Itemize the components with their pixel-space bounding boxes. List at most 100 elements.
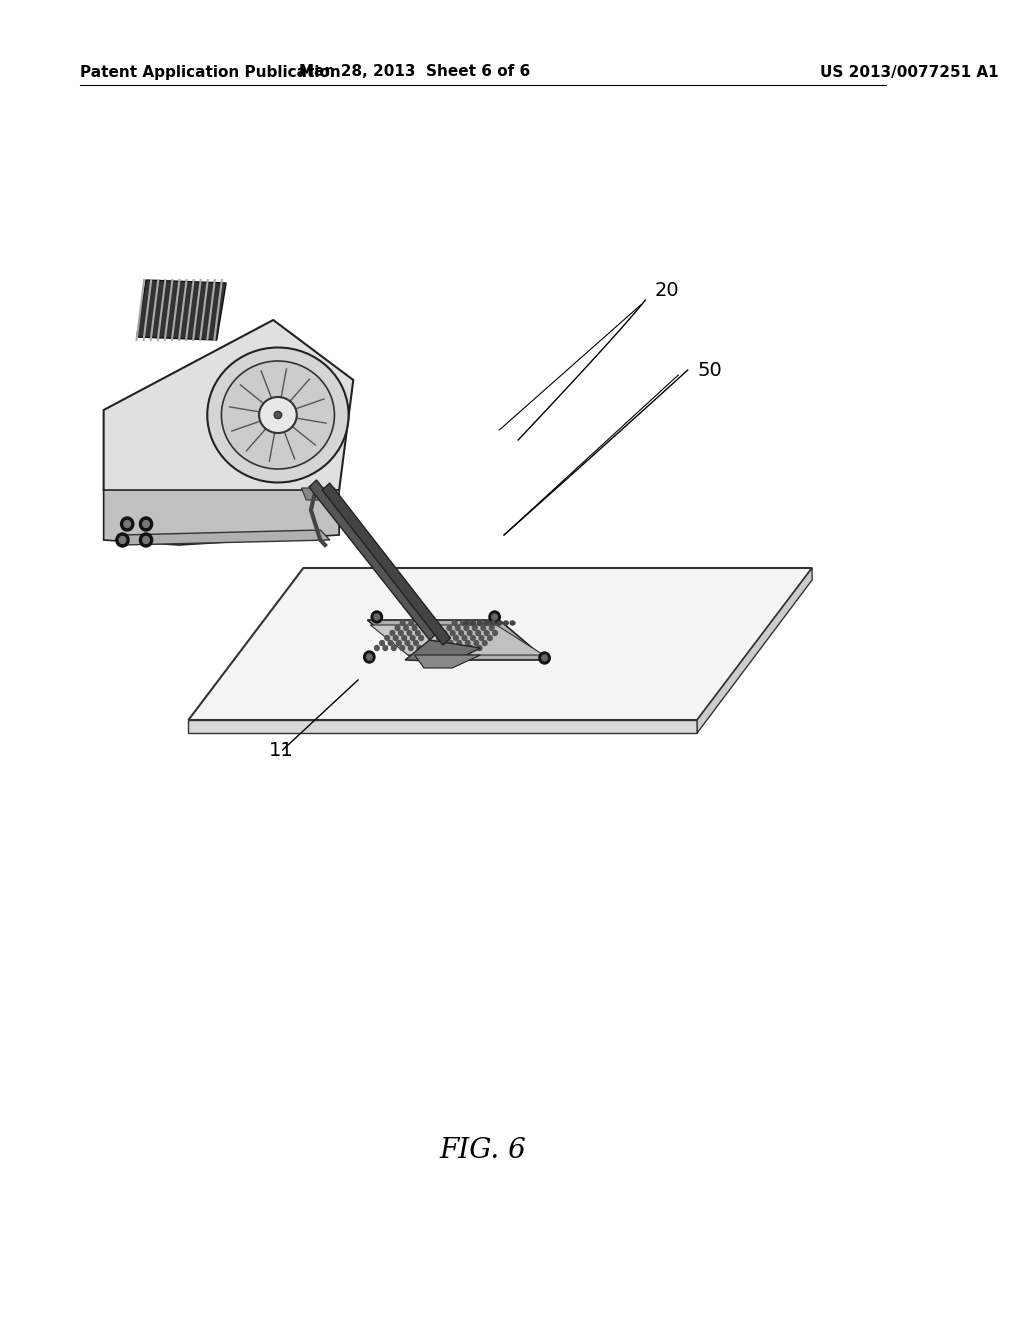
Circle shape xyxy=(449,640,454,645)
Circle shape xyxy=(139,517,153,531)
Circle shape xyxy=(395,626,400,631)
Polygon shape xyxy=(188,719,697,733)
Ellipse shape xyxy=(464,620,469,624)
Circle shape xyxy=(139,533,153,546)
Circle shape xyxy=(411,635,415,640)
Text: US 2013/0077251 A1: US 2013/0077251 A1 xyxy=(819,65,998,79)
Circle shape xyxy=(398,631,403,635)
Circle shape xyxy=(375,645,379,651)
Circle shape xyxy=(383,645,388,651)
Ellipse shape xyxy=(477,620,482,624)
Circle shape xyxy=(472,626,477,631)
Polygon shape xyxy=(301,488,339,500)
Circle shape xyxy=(400,645,404,651)
Ellipse shape xyxy=(504,620,508,624)
Circle shape xyxy=(388,640,393,645)
Circle shape xyxy=(460,645,465,651)
Circle shape xyxy=(371,611,383,623)
Circle shape xyxy=(484,631,488,635)
Ellipse shape xyxy=(274,412,282,418)
Circle shape xyxy=(426,645,431,651)
Polygon shape xyxy=(188,568,812,719)
Circle shape xyxy=(453,620,457,626)
Polygon shape xyxy=(136,280,226,341)
Circle shape xyxy=(440,640,444,645)
Circle shape xyxy=(403,626,409,631)
Circle shape xyxy=(492,614,498,620)
Circle shape xyxy=(417,645,422,651)
Polygon shape xyxy=(309,480,437,640)
Circle shape xyxy=(459,631,464,635)
Ellipse shape xyxy=(471,620,475,624)
Circle shape xyxy=(443,645,447,651)
Circle shape xyxy=(431,640,436,645)
Circle shape xyxy=(416,631,420,635)
Polygon shape xyxy=(424,624,544,655)
Circle shape xyxy=(121,517,134,531)
Circle shape xyxy=(391,645,396,651)
Circle shape xyxy=(487,635,493,640)
Circle shape xyxy=(418,620,422,626)
Circle shape xyxy=(469,645,473,651)
Circle shape xyxy=(445,635,450,640)
Text: Mar. 28, 2013  Sheet 6 of 6: Mar. 28, 2013 Sheet 6 of 6 xyxy=(299,65,530,79)
Circle shape xyxy=(488,611,501,623)
Circle shape xyxy=(409,645,413,651)
Text: 20: 20 xyxy=(654,281,679,300)
Circle shape xyxy=(447,626,452,631)
Circle shape xyxy=(116,533,129,546)
Circle shape xyxy=(441,631,446,635)
Circle shape xyxy=(401,635,407,640)
Circle shape xyxy=(400,620,406,626)
Circle shape xyxy=(456,626,460,631)
Circle shape xyxy=(479,635,483,640)
Circle shape xyxy=(435,645,439,651)
Circle shape xyxy=(542,655,548,661)
Circle shape xyxy=(142,520,150,528)
Text: Patent Application Publication: Patent Application Publication xyxy=(80,65,341,79)
Text: FIG. 6: FIG. 6 xyxy=(439,1137,525,1163)
Polygon shape xyxy=(103,490,339,545)
Circle shape xyxy=(374,614,380,620)
Circle shape xyxy=(142,536,150,544)
Circle shape xyxy=(419,635,424,640)
Text: 11: 11 xyxy=(268,741,293,759)
Circle shape xyxy=(464,626,469,631)
Polygon shape xyxy=(123,531,330,545)
Circle shape xyxy=(462,635,467,640)
Circle shape xyxy=(454,635,459,640)
Circle shape xyxy=(406,640,410,645)
Circle shape xyxy=(367,653,372,660)
Ellipse shape xyxy=(483,620,488,624)
Circle shape xyxy=(119,536,126,544)
Ellipse shape xyxy=(497,620,502,624)
Circle shape xyxy=(482,640,487,645)
Circle shape xyxy=(465,640,470,645)
Circle shape xyxy=(474,640,478,645)
Polygon shape xyxy=(697,568,812,733)
Polygon shape xyxy=(415,655,480,668)
Ellipse shape xyxy=(490,620,495,624)
Ellipse shape xyxy=(510,620,515,624)
Circle shape xyxy=(124,520,130,528)
Circle shape xyxy=(493,631,498,635)
Circle shape xyxy=(476,631,480,635)
Circle shape xyxy=(471,635,475,640)
Circle shape xyxy=(477,620,482,626)
Circle shape xyxy=(467,631,472,635)
Circle shape xyxy=(469,620,474,626)
Polygon shape xyxy=(103,319,353,540)
Circle shape xyxy=(486,620,490,626)
Circle shape xyxy=(393,635,398,640)
Ellipse shape xyxy=(259,397,297,433)
Circle shape xyxy=(495,620,500,626)
Circle shape xyxy=(481,626,485,631)
Text: 50: 50 xyxy=(697,360,722,380)
Circle shape xyxy=(409,620,414,626)
Ellipse shape xyxy=(207,347,348,483)
Circle shape xyxy=(489,626,495,631)
Circle shape xyxy=(385,635,389,640)
Circle shape xyxy=(452,645,457,651)
Circle shape xyxy=(451,631,455,635)
Polygon shape xyxy=(368,620,547,660)
